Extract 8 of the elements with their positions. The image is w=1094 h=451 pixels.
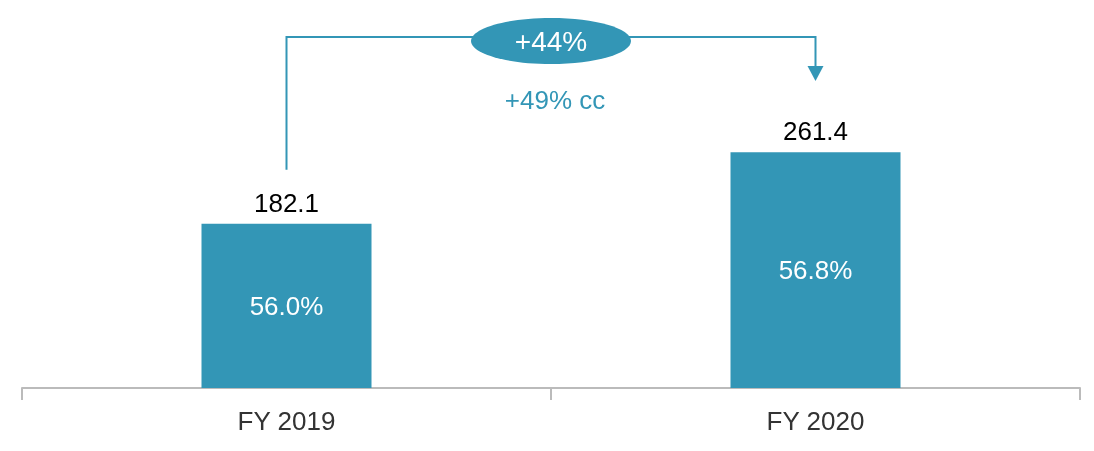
- text: +49% cc: [504, 85, 606, 115]
- data-label: 261.4: [782, 116, 849, 147]
- x-tick-label: FY 2019: [237, 406, 336, 436]
- data-label: 182.1: [253, 187, 320, 218]
- x-tick-label: FY 2020: [766, 406, 865, 436]
- text: +44%: [514, 25, 588, 57]
- annotation: 56.0%: [249, 290, 324, 321]
- annotation: 56.8%: [778, 255, 853, 286]
